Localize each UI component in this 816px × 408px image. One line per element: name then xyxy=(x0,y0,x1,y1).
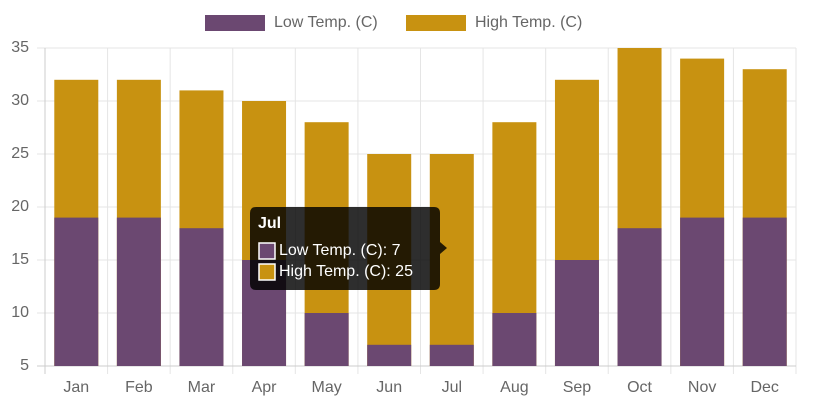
x-tick-label: Feb xyxy=(125,379,153,396)
y-tick-label: 30 xyxy=(11,92,29,109)
x-tick-label: Jan xyxy=(63,379,89,396)
bar xyxy=(680,217,725,366)
tooltip-line: High Temp. (C): 25 xyxy=(279,263,413,280)
tooltip-swatch xyxy=(258,242,276,260)
y-tick-label: 20 xyxy=(11,198,29,215)
bar xyxy=(429,344,474,366)
bar xyxy=(554,260,599,366)
y-tick-label: 10 xyxy=(11,304,29,321)
legend-swatch xyxy=(404,13,468,33)
x-tick-label: Jul xyxy=(442,379,462,396)
bar xyxy=(116,217,161,366)
legend-label: Low Temp. (C) xyxy=(274,14,378,31)
bar xyxy=(304,313,349,366)
x-tick-label: Mar xyxy=(188,379,216,396)
x-tick-label: May xyxy=(312,379,342,396)
x-tick-label: Oct xyxy=(627,379,652,396)
tooltip-swatch xyxy=(258,263,276,281)
legend-swatch xyxy=(203,13,267,33)
y-tick-label: 25 xyxy=(11,145,29,162)
tooltip-title: Jul xyxy=(258,215,281,232)
x-tick-label: Sep xyxy=(563,379,592,396)
bar xyxy=(367,344,412,366)
bar xyxy=(54,217,99,366)
tooltip: Jul Low Temp. (C): 7 High Temp. (C): 25 xyxy=(250,207,447,290)
bar xyxy=(617,228,662,366)
x-tick-label: Apr xyxy=(252,379,278,396)
x-tick-label: Dec xyxy=(750,379,778,396)
bar xyxy=(742,217,787,366)
x-tick-label: Jun xyxy=(376,379,402,396)
x-tick-label: Nov xyxy=(688,379,716,396)
tooltip-box xyxy=(250,207,447,290)
legend-label: High Temp. (C) xyxy=(475,14,582,31)
x-tick-label: Aug xyxy=(500,379,528,396)
bar xyxy=(179,228,224,366)
y-tick-label: 5 xyxy=(20,357,29,374)
bar xyxy=(492,313,537,366)
y-tick-label: 35 xyxy=(11,39,29,56)
y-tick-label: 15 xyxy=(11,251,29,268)
tooltip-line: Low Temp. (C): 7 xyxy=(279,242,401,259)
